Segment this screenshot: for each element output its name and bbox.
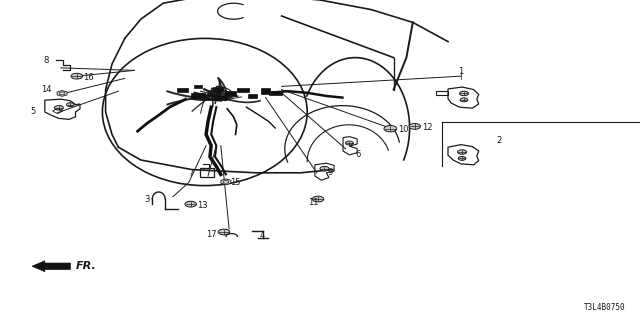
Text: 13: 13 (197, 201, 208, 210)
Text: 11: 11 (308, 198, 319, 207)
Circle shape (185, 201, 196, 207)
Polygon shape (221, 179, 231, 185)
Text: 8: 8 (44, 56, 49, 65)
Bar (248, 94, 257, 98)
Text: 1: 1 (458, 67, 463, 76)
Circle shape (320, 166, 329, 171)
Text: 9: 9 (328, 168, 333, 177)
Bar (195, 85, 202, 88)
Text: 6: 6 (356, 150, 361, 159)
Bar (191, 93, 205, 99)
Text: 3: 3 (145, 195, 150, 204)
Text: 12: 12 (422, 123, 433, 132)
Bar (269, 92, 282, 95)
Circle shape (458, 150, 467, 154)
Circle shape (71, 73, 83, 79)
Bar (225, 92, 236, 95)
Polygon shape (32, 261, 70, 272)
Circle shape (312, 196, 324, 202)
Bar (212, 87, 223, 92)
Circle shape (218, 229, 230, 235)
Text: 5: 5 (31, 108, 36, 116)
Bar (436, 91, 448, 95)
Text: 15: 15 (230, 178, 241, 187)
Bar (261, 88, 270, 94)
Bar (237, 88, 249, 92)
Polygon shape (57, 91, 67, 96)
Circle shape (384, 125, 397, 132)
Circle shape (67, 103, 74, 107)
Text: 4: 4 (259, 231, 264, 240)
Circle shape (458, 156, 466, 160)
Bar (214, 95, 227, 100)
Circle shape (460, 98, 468, 102)
Text: FR.: FR. (76, 261, 96, 271)
Text: 14: 14 (41, 85, 51, 94)
Text: 16: 16 (83, 73, 94, 82)
Circle shape (409, 124, 420, 129)
Circle shape (54, 106, 63, 110)
Text: 17: 17 (205, 230, 216, 239)
Text: 10: 10 (398, 125, 408, 134)
Circle shape (346, 141, 353, 145)
Circle shape (460, 91, 468, 96)
Text: T3L4B0750: T3L4B0750 (584, 303, 626, 312)
Text: 7: 7 (188, 169, 193, 178)
Bar (177, 88, 188, 92)
Text: 2: 2 (496, 136, 501, 145)
